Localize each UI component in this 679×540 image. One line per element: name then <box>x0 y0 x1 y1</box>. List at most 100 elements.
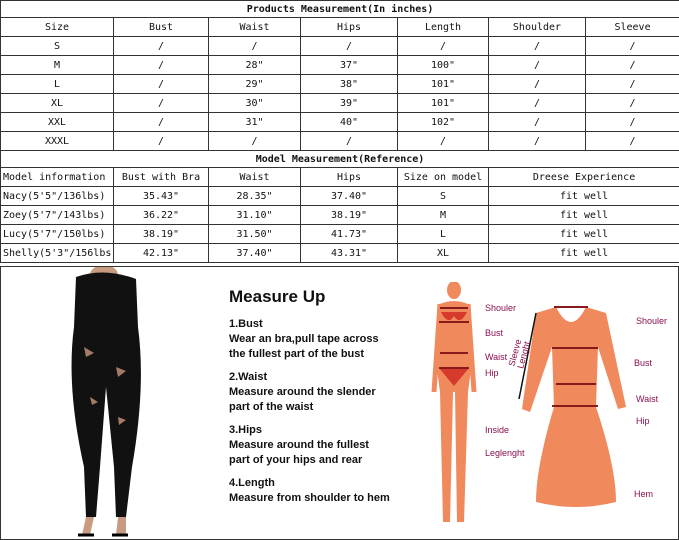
model-cell: 43.31" <box>300 243 398 263</box>
table-row: Shelly(5'3"/156lbs) 42.13" 37.40" 43.31" XL f… <box>0 243 679 263</box>
model-cell: L <box>397 224 489 244</box>
dress-label-bust: Bust <box>634 358 653 368</box>
guide-section-line: part of the waist <box>229 401 314 413</box>
guide-section: 2.Waist Measure around the slender part of… <box>229 370 390 415</box>
dress-label-waist: Waist <box>636 394 659 404</box>
header-cell: Hips <box>300 167 398 187</box>
table-row: XXL/31" 40" 102" / / <box>0 112 679 132</box>
guide-section: 3.Hips Measure around the fullest part of … <box>229 423 390 468</box>
products-cell: / <box>300 131 398 151</box>
products-cell: / <box>113 55 209 75</box>
products-cell: 38" <box>300 74 398 94</box>
products-header-row: Size Bust Waist Hips Length Shoulder Sleeve <box>0 17 679 37</box>
body-label-bust: Bust <box>485 328 504 338</box>
products-cell: / <box>584 55 679 75</box>
body-label-hip: Hip <box>485 368 499 378</box>
model-cell: 41.73" <box>300 224 398 244</box>
model-cell: S <box>397 186 489 206</box>
products-cell: / <box>584 93 679 113</box>
products-cell: / <box>584 131 679 151</box>
model-cell: 38.19" <box>300 205 398 225</box>
table-row: L/29" 38" 101" / / <box>0 74 679 94</box>
products-cell: 101" <box>397 74 489 94</box>
products-cell: / <box>584 36 679 56</box>
products-cell: M <box>0 55 114 75</box>
products-cell: 31" <box>208 112 301 132</box>
model-cell: 36.22" <box>113 205 209 225</box>
products-cell: / <box>488 55 586 75</box>
products-cell: / <box>113 36 209 56</box>
header-cell: Size on model <box>397 167 489 187</box>
guide-section-line: Measure from shoulder to hem <box>229 492 390 504</box>
products-cell: / <box>113 93 209 113</box>
products-cell: / <box>488 131 586 151</box>
body-figure-diagram <box>431 282 477 522</box>
products-cell: 100" <box>397 55 489 75</box>
guide-section-line: the fullest part of the bust <box>229 348 365 360</box>
products-measurement-table: Products Measurement(In inches) Size Bust… <box>0 0 679 151</box>
products-cell: XL <box>0 93 114 113</box>
body-label-leg: Leglenght <box>485 448 525 458</box>
model-cell: XL <box>397 243 489 263</box>
model-table-title: Model Measurement(Reference) <box>0 150 679 168</box>
body-label-waist: Waist <box>485 352 508 362</box>
body-label-inside: Inside <box>485 425 510 435</box>
products-cell: 39" <box>300 93 398 113</box>
products-cell: / <box>208 131 301 151</box>
products-cell: XXXL <box>0 131 114 151</box>
products-cell: / <box>397 131 489 151</box>
model-cell: fit well <box>487 243 679 263</box>
header-cell: Waist <box>208 17 301 37</box>
products-cell: / <box>584 74 679 94</box>
model-cell: M <box>397 205 489 225</box>
products-cell: XXL <box>0 112 114 132</box>
model-cell: 35.43" <box>113 186 209 206</box>
products-cell: 29" <box>208 74 301 94</box>
jeans-model-image <box>56 267 206 539</box>
model-cell: 28.35" <box>208 186 301 206</box>
dress-label-hip: Hip <box>636 416 650 426</box>
products-cell: S <box>0 36 114 56</box>
products-cell: / <box>113 131 209 151</box>
guide-section-line: Measure around the slender <box>229 386 376 398</box>
guide-section-heading: 4.Length <box>229 477 275 489</box>
dress-label-hem: Hem <box>634 489 654 499</box>
model-header-row: Model information Bust with Bra Waist Hips S… <box>0 167 679 187</box>
products-cell: 40" <box>300 112 398 132</box>
guide-section-line: Measure around the fullest <box>229 439 369 451</box>
products-cell: 28" <box>208 55 301 75</box>
guide-section-heading: 2.Waist <box>229 371 268 383</box>
model-cell: 37.40" <box>300 186 398 206</box>
model-cell: fit well <box>487 205 679 225</box>
header-cell: Dreese Experience <box>487 167 679 187</box>
guide-section-heading: 1.Bust <box>229 318 263 330</box>
products-cell: 102" <box>397 112 489 132</box>
header-cell: Sleeve <box>584 17 679 37</box>
model-cell: Nacy(5'5"/136lbs) <box>0 186 114 206</box>
products-cell: / <box>488 112 586 132</box>
measure-instructions: Measure Up 1.Bust Wear an bra,pull tape a… <box>229 287 390 514</box>
model-cell: 31.50" <box>208 224 301 244</box>
products-cell: L <box>0 74 114 94</box>
table-row: M/28" 37" 100" / / <box>0 55 679 75</box>
model-cell: Shelly(5'3"/156lbs) <box>0 243 114 263</box>
products-table-title: Products Measurement(In inches) <box>0 0 679 18</box>
measure-guide-panel: Measure Up 1.Bust Wear an bra,pull tape a… <box>0 266 679 540</box>
dress-label-shoulder: Shouler <box>636 316 668 326</box>
header-cell: Hips <box>300 17 398 37</box>
products-cell: / <box>488 93 586 113</box>
products-cell: 101" <box>397 93 489 113</box>
model-measurement-table: Model Measurement(Reference) Model infor… <box>0 150 679 263</box>
table-row: XXXL / / / / / / <box>0 131 679 151</box>
products-cell: 37" <box>300 55 398 75</box>
products-cell: / <box>113 74 209 94</box>
header-cell: Model information <box>0 167 114 187</box>
products-cell: / <box>113 112 209 132</box>
model-cell: 37.40" <box>208 243 301 263</box>
products-cell: / <box>300 36 398 56</box>
model-cell: Lucy(5'7"/150lbs) <box>0 224 114 244</box>
header-cell: Size <box>0 17 114 37</box>
